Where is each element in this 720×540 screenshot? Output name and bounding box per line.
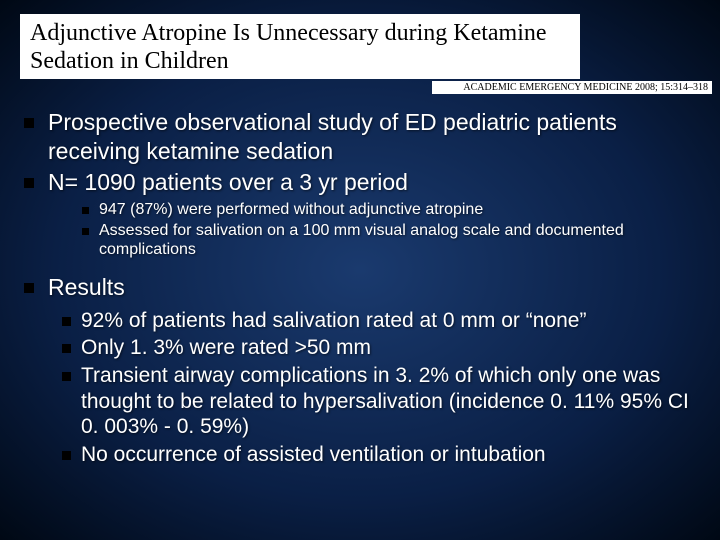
bullet-lvl2: Only 1. 3% were rated >50 mm: [62, 335, 696, 361]
bullet-text: Only 1. 3% were rated >50 mm: [81, 335, 371, 361]
bullet-lvl2: 92% of patients had salivation rated at …: [62, 308, 696, 334]
bullet-text: Transient airway complications in 3. 2% …: [81, 363, 696, 440]
bullet-lvl2: Transient airway complications in 3. 2% …: [62, 363, 696, 440]
bullet-lvl2: 947 (87%) were performed without adjunct…: [82, 200, 696, 219]
sub-bullet-group: 92% of patients had salivation rated at …: [24, 308, 696, 468]
slide-content: Prospective observational study of ED pe…: [0, 108, 720, 467]
bullet-text: No occurrence of assisted ventilation or…: [81, 442, 546, 468]
bullet-text: 92% of patients had salivation rated at …: [81, 308, 586, 334]
square-bullet-icon: [82, 207, 89, 214]
bullet-lvl1: Prospective observational study of ED pe…: [24, 108, 696, 166]
slide-title: Adjunctive Atropine Is Unnecessary durin…: [20, 14, 580, 79]
bullet-lvl2: No occurrence of assisted ventilation or…: [62, 442, 696, 468]
bullet-text: N= 1090 patients over a 3 yr period: [48, 168, 408, 197]
square-bullet-icon: [62, 317, 71, 326]
square-bullet-icon: [62, 451, 71, 460]
bullet-lvl2: Assessed for salivation on a 100 mm visu…: [82, 221, 696, 259]
citation: ACADEMIC EMERGENCY MEDICINE 2008; 15:314…: [432, 81, 712, 94]
square-bullet-icon: [62, 372, 71, 381]
sub-bullet-group: 947 (87%) were performed without adjunct…: [24, 200, 696, 259]
bullet-text: Prospective observational study of ED pe…: [48, 108, 696, 166]
square-bullet-icon: [24, 178, 34, 188]
bullet-text: 947 (87%) were performed without adjunct…: [99, 200, 483, 219]
bullet-text: Assessed for salivation on a 100 mm visu…: [99, 221, 696, 259]
bullet-lvl1: Results: [24, 273, 696, 302]
square-bullet-icon: [82, 228, 89, 235]
square-bullet-icon: [24, 118, 34, 128]
square-bullet-icon: [62, 344, 71, 353]
bullet-lvl1: N= 1090 patients over a 3 yr period: [24, 168, 696, 197]
square-bullet-icon: [24, 283, 34, 293]
bullet-text: Results: [48, 273, 125, 302]
